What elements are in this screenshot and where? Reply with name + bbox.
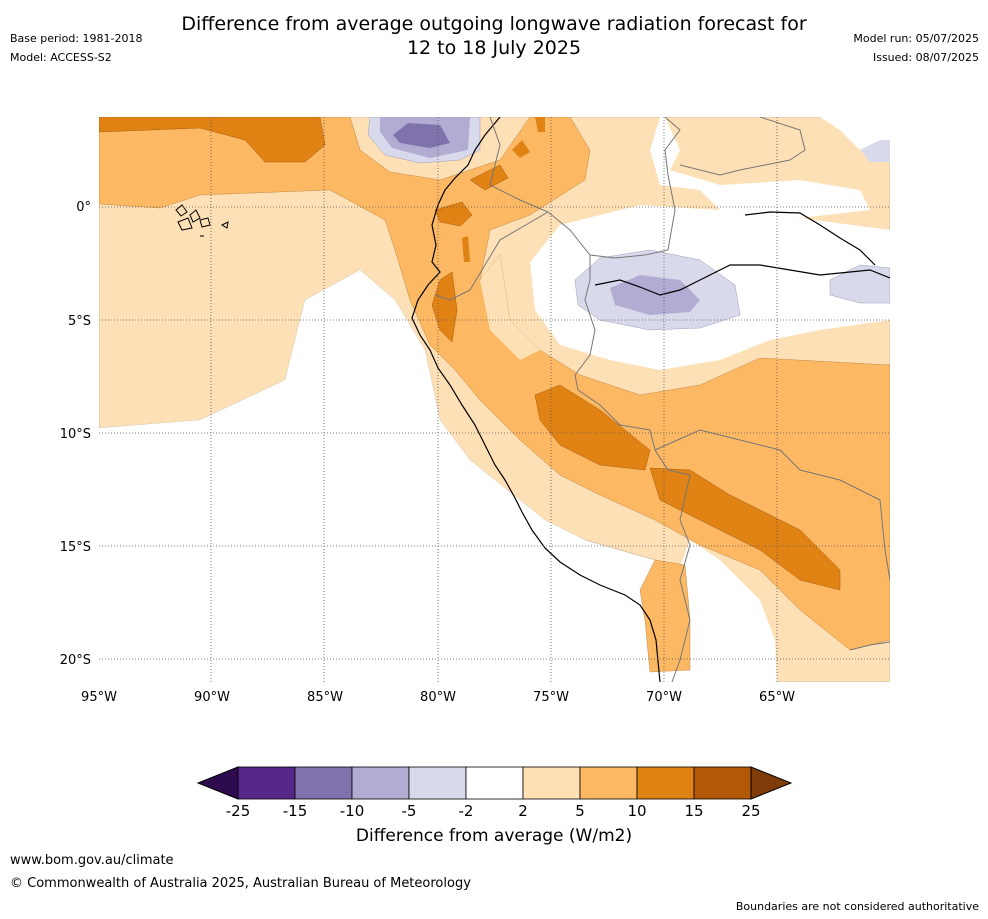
colorbar-tick-label: 10 — [627, 802, 646, 820]
colorbar-tick-label: -25 — [226, 802, 251, 820]
anomaly-10-to-15-coast2 — [469, 164, 509, 191]
anomaly-2-to-5-coastal — [480, 255, 540, 360]
anomaly-10-to-15-southeast — [649, 467, 841, 591]
anomaly-near-zero-north — [650, 117, 870, 218]
colorbar-segment — [465, 766, 524, 800]
meta-left: Base period: 1981-2018 Model: ACCESS-S2 — [10, 32, 142, 70]
map-plot-area — [99, 117, 890, 682]
latitude-labels: 0° 5°S 10°S 15°S 20°S — [60, 200, 91, 668]
colorbar-tick-label: 25 — [741, 802, 760, 820]
anomaly-neg-10-to-15-north — [393, 123, 450, 148]
anomaly-neg-2-to-5-ne — [860, 140, 890, 162]
country-borders — [434, 117, 890, 682]
anomaly-10-to-15-north — [99, 117, 326, 163]
chart-title: Difference from average outgoing longwav… — [0, 12, 988, 60]
galapagos-islands — [175, 204, 229, 237]
amazon-river-north — [744, 211, 876, 266]
issued-date: Issued: 08/07/2025 — [872, 51, 979, 64]
longitude-labels: 95°W 90°W 85°W 80°W 75°W 70°W 65°W — [81, 690, 795, 705]
lon-label-90w: 90°W — [194, 690, 230, 705]
colorbar-segment — [693, 766, 752, 800]
colorbar-tick-label: 2 — [518, 802, 528, 820]
amazon-river — [594, 264, 890, 296]
colorbar-extend-low — [196, 766, 239, 800]
colorbar-segment — [522, 766, 581, 800]
lon-label-65w: 65°W — [759, 690, 795, 705]
base-period: Base period: 1981-2018 — [10, 32, 143, 45]
colorbar-tick-label: -5 — [402, 802, 417, 820]
colorbar-segment — [237, 766, 296, 800]
anomaly-5-to-10-south — [639, 559, 691, 673]
lon-label-85w: 85°W — [307, 690, 343, 705]
website-link[interactable]: www.bom.gov.au/climate — [10, 853, 174, 868]
coastline — [411, 117, 661, 682]
colorbar-segment — [579, 766, 638, 800]
lon-label-70w: 70°W — [646, 690, 682, 705]
lat-label-0: 0° — [76, 200, 91, 215]
model-name: Model: ACCESS-S2 — [10, 51, 112, 64]
colorbar-tick-label: 15 — [684, 802, 703, 820]
boundaries-disclaimer: Boundaries are not considered authoritat… — [735, 900, 979, 913]
colorbar-segment — [636, 766, 695, 800]
lat-label-5s: 5°S — [68, 314, 91, 329]
lon-label-95w: 95°W — [81, 690, 117, 705]
title-line-2: 12 to 18 July 2025 — [406, 37, 582, 59]
colorbar-tick-label: 5 — [575, 802, 585, 820]
colorbar-title: Difference from average (W/m2) — [355, 826, 633, 846]
anomaly-10-to-15-central — [534, 384, 651, 471]
colorbar: -25 -15 -10 -5 -2 2 5 10 15 25 — [196, 766, 793, 820]
anomaly-neg-2-to-5-east — [829, 264, 890, 304]
model-run: Model run: 05/07/2025 — [853, 32, 979, 45]
lat-label-20s: 20°S — [60, 653, 91, 668]
anomaly-near-zero-pacific — [99, 270, 585, 682]
anomaly-5-to-10-region — [99, 117, 890, 651]
colorbar-segment — [351, 766, 410, 800]
colorbar-tick-label: -15 — [283, 802, 308, 820]
colorbar-extend-high — [750, 766, 793, 800]
colorbar-tick-label: -10 — [340, 802, 365, 820]
anomaly-near-zero-altiplano — [675, 540, 777, 682]
lon-label-80w: 80°W — [420, 690, 456, 705]
title-line-1: Difference from average outgoing longwav… — [181, 13, 807, 35]
lon-label-75w: 75°W — [533, 690, 569, 705]
copyright-text: © Commonwealth of Australia 2025, Austra… — [10, 876, 471, 891]
colorbar-tick-label: -2 — [459, 802, 474, 820]
anomaly-10-to-15-coast — [434, 201, 473, 227]
lat-label-10s: 10°S — [60, 427, 91, 442]
colorbar-segment — [408, 766, 467, 800]
colorbar-segment — [294, 766, 353, 800]
meta-right: Model run: 05/07/2025 Issued: 08/07/2025 — [853, 32, 979, 70]
anomaly-10-to-15-small — [462, 117, 545, 262]
graticule — [99, 117, 890, 682]
lat-label-15s: 15°S — [60, 540, 91, 555]
